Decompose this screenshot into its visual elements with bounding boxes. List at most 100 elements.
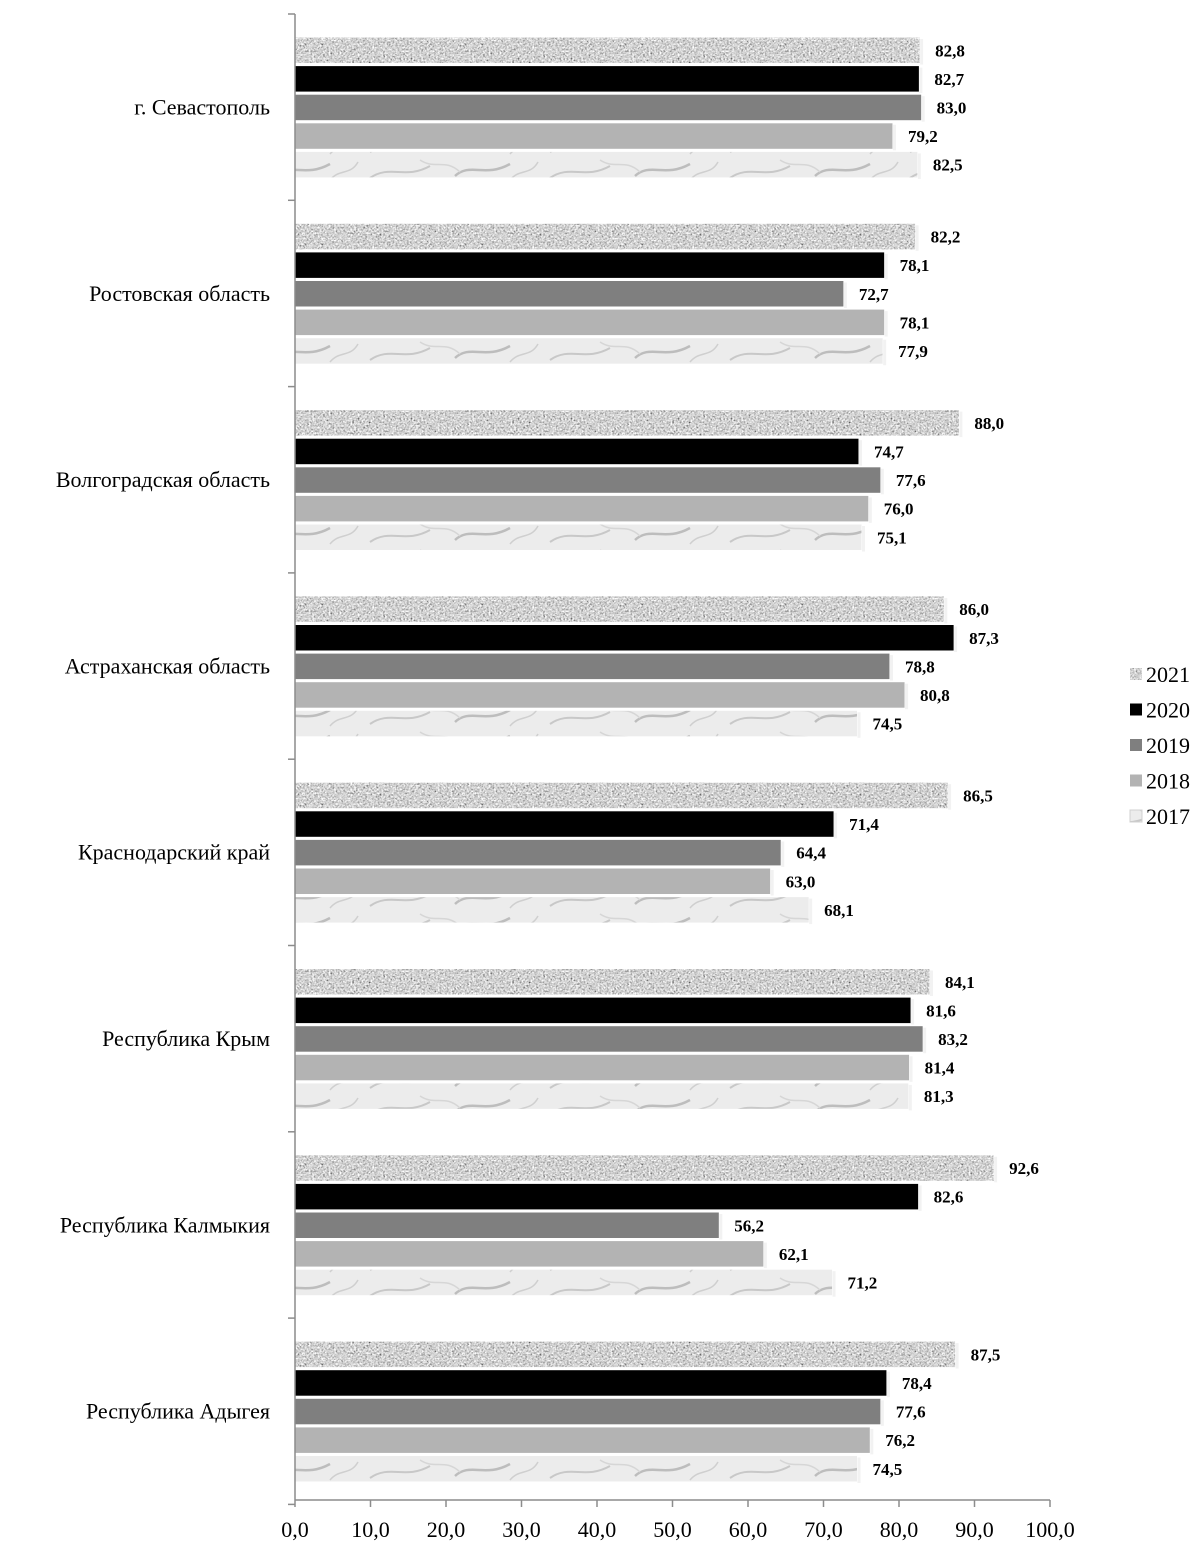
bar-2018-республика-адыгея <box>294 1426 871 1454</box>
legend-label-2021: 2021 <box>1146 662 1190 687</box>
bar-2017-краснодарский-край <box>294 896 810 924</box>
value-label-2021: 84,1 <box>945 973 975 992</box>
bar-2021-ростовская-область <box>294 222 917 251</box>
bar-shadow <box>954 626 958 652</box>
bar-2018-волгоградская-область <box>294 494 870 523</box>
category-labels: г. Севастополь Ростовская область Волгогра… <box>56 94 270 1423</box>
bars <box>294 36 998 1483</box>
legend-swatch-2017 <box>1129 809 1143 823</box>
value-label-2021: 92,6 <box>1009 1159 1039 1178</box>
bar-2019-республика-калмыкия <box>294 1211 720 1239</box>
value-label-2017: 75,1 <box>877 528 907 547</box>
bar-2020-республика-калмыкия <box>294 1182 920 1211</box>
bar-shadow <box>770 870 774 896</box>
bar-shadow <box>880 1400 884 1426</box>
bar-2020-ростовская-область <box>294 251 886 279</box>
value-label-2018: 76,0 <box>884 500 914 519</box>
value-label-2018: 76,2 <box>885 1431 915 1450</box>
value-label-2019: 78,8 <box>905 657 935 676</box>
category-label: Краснодарский край <box>78 840 270 865</box>
category-label: Волгоградская область <box>56 467 270 492</box>
bar-shadow <box>884 311 888 337</box>
value-label-2017: 68,1 <box>824 901 854 920</box>
bar-shadow <box>889 655 893 681</box>
value-label-2021: 82,8 <box>935 41 965 60</box>
x-tick-label: 90,0 <box>955 1517 994 1542</box>
bar-2018-республика-калмыкия <box>294 1240 765 1268</box>
bar-shadow <box>918 1185 922 1211</box>
bar-2019-республика-адыгея <box>294 1397 882 1426</box>
value-label-2020: 71,4 <box>849 815 879 834</box>
value-label-2017: 82,5 <box>933 156 963 175</box>
bar-2021-республика-адыгея <box>294 1340 957 1369</box>
bar-2018-республика-крым <box>294 1053 911 1082</box>
value-label-2020: 82,6 <box>934 1188 964 1207</box>
value-label-2019: 77,6 <box>896 471 926 490</box>
bar-shadow <box>994 1156 998 1183</box>
value-label-2017: 77,9 <box>898 342 928 361</box>
bar-shadow <box>862 526 866 552</box>
category-label: Ростовская область <box>89 281 270 306</box>
bar-2017-астраханская-область <box>294 709 858 738</box>
legend-label-2020: 2020 <box>1146 698 1190 723</box>
category-label: Астраханская область <box>65 653 270 678</box>
bar-shadow <box>905 683 909 710</box>
bar-shadow <box>920 39 924 65</box>
x-tick-label: 70,0 <box>804 1517 843 1542</box>
bar-shadow <box>857 1457 861 1483</box>
value-label-2019: 77,6 <box>896 1403 926 1422</box>
bar-shadow <box>809 898 813 925</box>
legend-swatch-2020 <box>1130 703 1142 716</box>
value-label-2018: 78,1 <box>900 313 930 332</box>
bar-shadow <box>948 784 952 810</box>
bar-shadow <box>886 1371 890 1398</box>
legend-swatch-2021 <box>1130 668 1142 680</box>
value-label-2020: 81,6 <box>926 1001 956 1020</box>
category-label: Республика Калмыкия <box>60 1212 270 1237</box>
bar-2017-г-севастополь <box>294 150 919 179</box>
legend: 2021 2020 2019 2018 2017 <box>1129 662 1190 829</box>
bar-2020-республика-адыгея <box>294 1369 888 1397</box>
value-label-2018: 63,0 <box>786 872 816 891</box>
x-tick-label: 10,0 <box>351 1517 390 1542</box>
value-labels: 82,882,783,079,282,582,278,172,778,177,9… <box>734 41 1039 1479</box>
bar-shadow <box>915 225 919 251</box>
value-label-2018: 80,8 <box>920 686 950 705</box>
value-label-2021: 82,2 <box>931 228 961 247</box>
bar-2021-республика-калмыкия <box>294 1154 995 1182</box>
bar-2020-астраханская-область <box>294 624 955 652</box>
value-label-2020: 78,4 <box>902 1374 932 1393</box>
legend-label-2017: 2017 <box>1146 804 1190 829</box>
bar-shadow <box>923 1027 927 1054</box>
value-label-2019: 64,4 <box>796 844 826 863</box>
bar-shadow <box>868 497 872 523</box>
bar-shadow <box>909 1056 913 1082</box>
value-label-2017: 81,3 <box>924 1087 954 1106</box>
bar-2021-г-севастополь <box>294 36 921 64</box>
axes: 0,0 10,0 20,0 30,0 40,0 50,0 60,0 70,0 80,0 90,0 1… <box>281 13 1075 1542</box>
value-label-2021: 86,5 <box>963 786 993 805</box>
bar-2019-волгоградская-область <box>294 466 882 494</box>
value-label-2021: 86,0 <box>959 600 989 619</box>
bar-shadow <box>880 468 884 495</box>
category-label: Республика Адыгея <box>86 1399 270 1424</box>
x-tick-label: 100,0 <box>1025 1517 1075 1542</box>
bar-shadow <box>919 67 923 94</box>
bar-2018-г-севастополь <box>294 122 894 150</box>
x-tick-label: 50,0 <box>653 1517 692 1542</box>
bar-shadow <box>858 440 862 466</box>
bar-shadow <box>781 841 785 867</box>
value-label-2019: 83,2 <box>938 1030 968 1049</box>
bar-2018-краснодарский-край <box>294 867 772 895</box>
legend-label-2018: 2018 <box>1146 769 1190 794</box>
value-label-2021: 87,5 <box>971 1345 1001 1364</box>
legend-swatch-2019 <box>1130 739 1142 751</box>
value-label-2017: 74,5 <box>872 1460 902 1479</box>
bar-shadow <box>843 282 847 308</box>
bar-shadow <box>870 1428 874 1455</box>
bar-2017-республика-крым <box>294 1082 910 1110</box>
value-label-2020: 74,7 <box>874 442 904 461</box>
bar-shadow <box>911 999 915 1025</box>
bar-shadow <box>892 124 896 151</box>
bar-shadow <box>944 597 948 624</box>
